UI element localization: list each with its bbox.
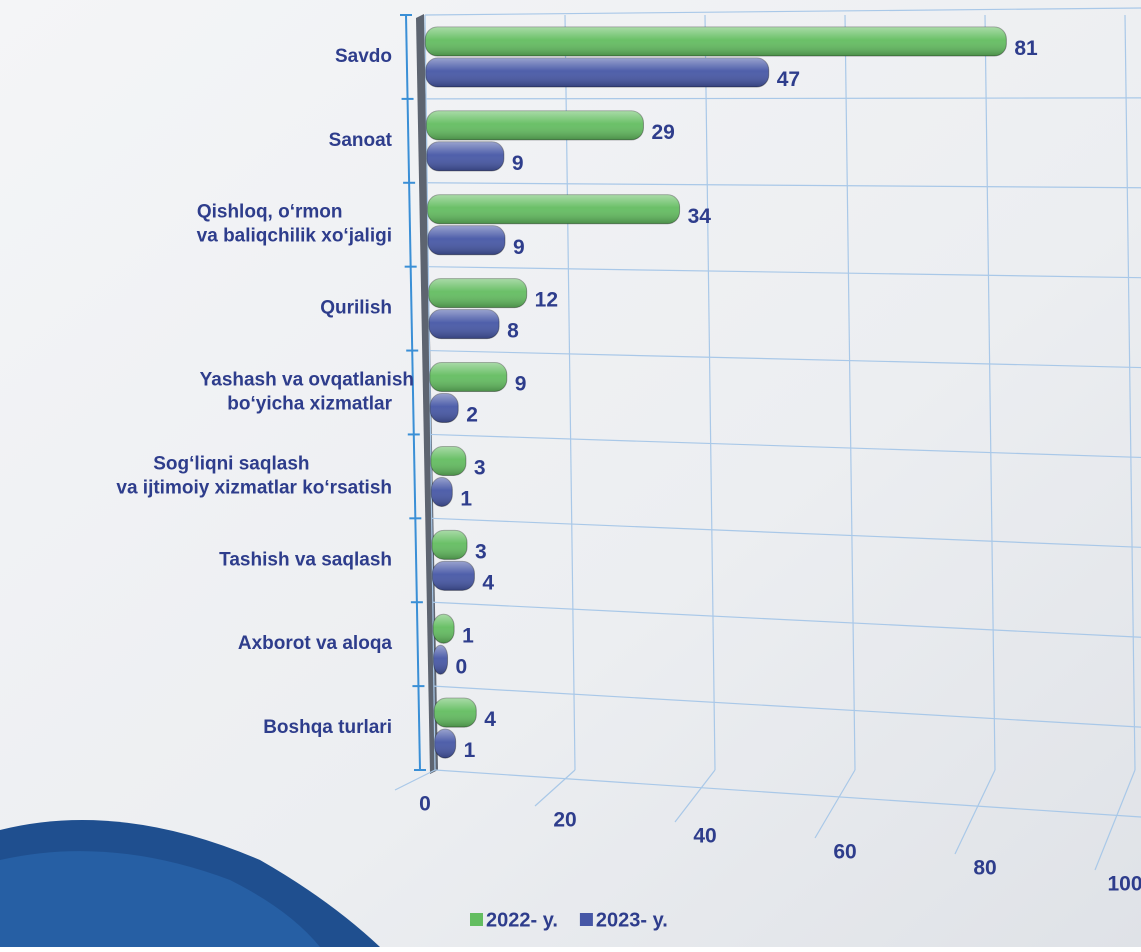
value-label: 29 — [651, 121, 674, 144]
grid-line — [564, 14, 576, 771]
bar-shine — [430, 393, 459, 423]
value-label: 1 — [462, 624, 474, 647]
grid-line — [1124, 14, 1136, 771]
value-label: 9 — [512, 152, 524, 175]
axis-line — [405, 14, 421, 771]
value-label: 4 — [482, 571, 494, 594]
value-label: 3 — [474, 456, 486, 479]
grid-line — [844, 14, 856, 771]
category-label: Sog‘liqni saqlash va ijtimoiy xizmatlar k… — [116, 453, 392, 498]
category-label: Qurilish — [320, 298, 392, 319]
bar-shine — [434, 698, 477, 728]
x-tick-label: 40 — [693, 825, 716, 848]
grid-line — [704, 14, 716, 771]
x-tick-label: 20 — [553, 809, 576, 832]
grid-floor-line — [674, 769, 716, 823]
category-label: Tashish va saqlash — [219, 549, 392, 570]
value-label: 12 — [535, 289, 558, 312]
bar-shine — [425, 58, 769, 87]
grid-row-line — [433, 685, 1141, 728]
grid-row-line — [424, 7, 1141, 16]
value-label: 9 — [515, 373, 527, 396]
bar-shine — [433, 645, 448, 675]
grid-row-line — [430, 433, 1141, 459]
category-label: Qishloq, o‘rmon va baliqchilik xo‘jaligi — [197, 202, 392, 247]
bar-shine — [427, 225, 505, 255]
legend-label: 2022- y. — [486, 909, 558, 931]
category-label: Boshqa turlari — [263, 717, 392, 738]
bar-shine — [432, 530, 468, 560]
grid-row-line — [429, 349, 1141, 369]
bar-shine — [426, 141, 504, 171]
grid-line — [984, 14, 996, 771]
grid-row-line — [431, 517, 1141, 548]
value-label: 8 — [507, 320, 519, 343]
bar-shine — [433, 614, 455, 644]
bar-shine — [429, 309, 500, 339]
grid-row-line — [427, 182, 1141, 189]
bar-shine — [429, 362, 507, 392]
category-label: Savdo — [335, 46, 392, 67]
value-label: 9 — [513, 236, 525, 259]
value-label: 81 — [1014, 37, 1038, 60]
bar-shine — [425, 27, 1007, 56]
bar-shine — [430, 446, 466, 476]
legend-label: 2023- y. — [596, 909, 668, 931]
x-tick-label: 60 — [833, 841, 856, 864]
grid-row-line — [426, 97, 1141, 100]
grid-line — [424, 14, 436, 771]
value-label: 4 — [484, 708, 496, 731]
grid-floor-line — [394, 769, 436, 791]
grid-floor-line — [1094, 769, 1136, 871]
grid-floor-line — [534, 769, 576, 807]
x-tick-label: 100 — [1107, 873, 1141, 896]
bar-shine — [428, 278, 527, 308]
legend-swatch — [470, 913, 483, 926]
value-label: 1 — [464, 739, 476, 762]
grid-floor-line — [954, 769, 996, 855]
legend-swatch — [579, 913, 593, 926]
bar-shine — [432, 561, 475, 591]
grid-row-line — [432, 601, 1141, 638]
category-label: Yashash va ovqatlanish bo‘yicha xizmatlar — [200, 370, 414, 415]
grid-row-line — [434, 769, 1141, 818]
value-label: 0 — [456, 655, 468, 678]
grid-floor-line — [814, 769, 856, 839]
value-label: 1 — [460, 487, 472, 510]
bar-shine — [431, 477, 453, 507]
value-label: 3 — [475, 540, 487, 563]
category-label: Axborot va aloqa — [238, 633, 393, 654]
value-label: 34 — [688, 205, 712, 228]
value-label: 47 — [777, 68, 800, 91]
bar-shine — [427, 194, 680, 224]
bar-shine — [434, 729, 456, 759]
x-tick-label: 0 — [419, 793, 431, 816]
bar-shine — [426, 110, 644, 140]
x-tick-label: 80 — [973, 857, 996, 880]
decoration — [0, 851, 320, 947]
value-label: 2 — [466, 404, 478, 427]
category-label: Sanoat — [329, 130, 393, 151]
grid-row-line — [428, 266, 1141, 279]
